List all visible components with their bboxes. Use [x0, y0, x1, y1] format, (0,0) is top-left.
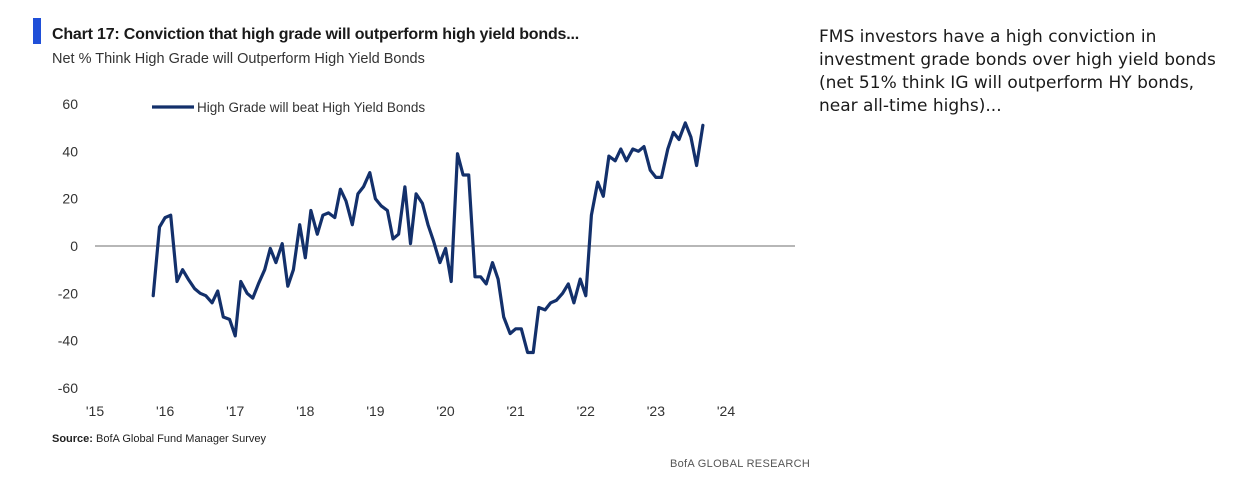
y-tick-label: 60 [62, 96, 78, 112]
x-tick-label: '16 [156, 403, 174, 419]
legend-label: High Grade will beat High Yield Bonds [197, 100, 425, 115]
y-tick-label: 40 [62, 143, 78, 159]
y-tick-label: 0 [70, 238, 78, 254]
brand-footer: BofA GLOBAL RESEARCH [670, 458, 811, 470]
commentary-text: FMS investors have a high conviction in … [819, 27, 1216, 116]
line-chart: 60 40 20 0 -20 -40 -60 '15 '16 '17 '18 '19 '20 '21 '2… [58, 96, 795, 419]
x-tick-label: '19 [366, 403, 384, 419]
x-tick-label: '17 [226, 403, 244, 419]
legend: High Grade will beat High Yield Bonds [152, 100, 425, 115]
source-text: BofA Global Fund Manager Survey [96, 433, 267, 445]
x-tick-label: '24 [717, 403, 735, 419]
y-tick-label: 20 [62, 191, 78, 207]
y-tick-label: -40 [58, 333, 78, 349]
series-line-high-grade [151, 121, 705, 355]
title-accent-bar [33, 18, 41, 44]
y-tick-label: -20 [58, 285, 78, 301]
y-tick-label: -60 [58, 380, 78, 396]
chart-title: Chart 17: Conviction that high grade wil… [52, 26, 579, 43]
x-tick-label: '20 [436, 403, 454, 419]
y-axis-tick-labels: 60 40 20 0 -20 -40 -60 [58, 96, 78, 396]
x-tick-label: '23 [647, 403, 665, 419]
x-tick-label: '22 [577, 403, 595, 419]
source-label: Source: [52, 433, 93, 445]
chart-subtitle: Net % Think High Grade will Outperform H… [52, 51, 425, 67]
source-note: Source: BofA Global Fund Manager Survey [52, 433, 266, 445]
x-tick-label: '18 [296, 403, 314, 419]
x-tick-label: '15 [86, 403, 104, 419]
x-tick-label: '21 [507, 403, 525, 419]
x-axis-tick-labels: '15 '16 '17 '18 '19 '20 '21 '22 '23 '24 [86, 403, 735, 419]
